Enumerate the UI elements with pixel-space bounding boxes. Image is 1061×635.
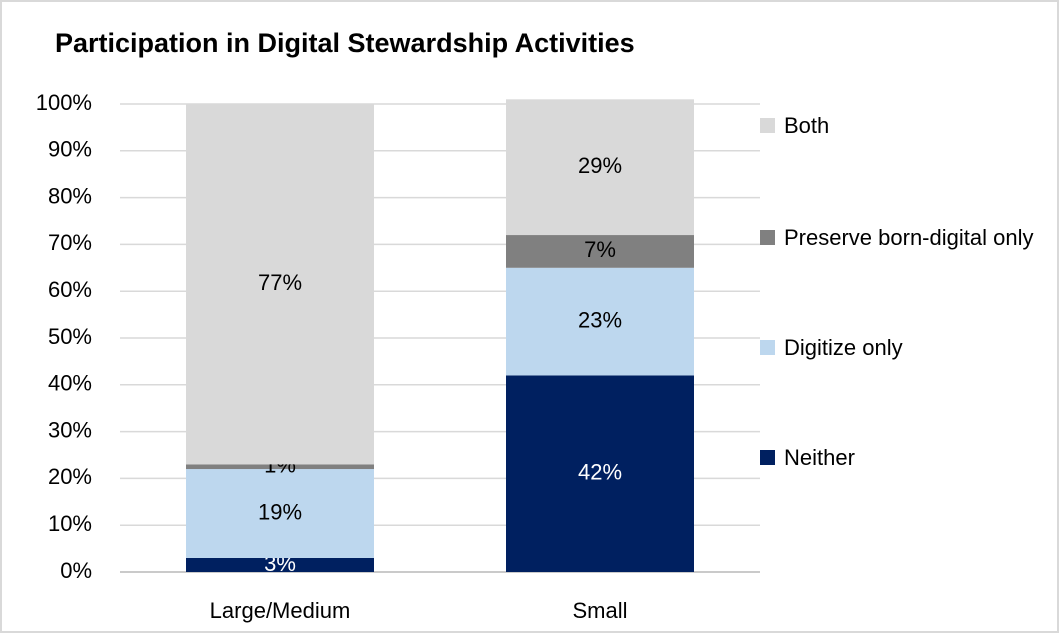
bar-segment xyxy=(506,267,694,376)
legend-swatch xyxy=(760,118,775,133)
legend-label: Digitize only xyxy=(784,335,903,360)
chart-title: Participation in Digital Stewardship Act… xyxy=(55,28,635,58)
bar-segment xyxy=(506,375,694,572)
bar-segment xyxy=(186,557,374,572)
legend-swatch xyxy=(760,230,775,245)
y-tick-label: 40% xyxy=(48,371,92,396)
y-tick-label: 80% xyxy=(48,183,92,208)
x-tick-label: Small xyxy=(572,598,627,623)
legend-item: Preserve born-digital only xyxy=(760,220,1050,255)
legend-item: Both xyxy=(760,108,1050,143)
legend-label: Preserve born-digital only xyxy=(784,225,1034,250)
bar-segment xyxy=(506,99,694,236)
bar-segment xyxy=(186,464,374,470)
y-tick-label: 60% xyxy=(48,277,92,302)
y-tick-label: 30% xyxy=(48,417,92,442)
data-label: 7% xyxy=(584,237,616,262)
y-tick-label: 10% xyxy=(48,511,92,536)
legend-label: Neither xyxy=(784,445,855,470)
legend-label: Both xyxy=(784,113,830,138)
legend-swatch xyxy=(760,340,775,355)
legend-swatch xyxy=(760,450,775,465)
y-tick-label: 0% xyxy=(60,558,92,583)
data-label: 29% xyxy=(578,153,622,178)
data-label: 42% xyxy=(578,460,622,485)
bars: 3%19%1%77%42%23%7%29% xyxy=(186,99,694,572)
y-tick-label: 90% xyxy=(48,137,92,162)
data-label: 77% xyxy=(258,270,302,295)
y-tick-label: 20% xyxy=(48,464,92,489)
y-tick-label: 50% xyxy=(48,324,92,349)
y-tick-label: 100% xyxy=(36,90,92,115)
labels: 0% 10% 20% 30% 40% 50% 60% 70% 80% 90% 100% Large/M… xyxy=(36,90,628,623)
legend-item: Neither xyxy=(760,440,1050,475)
bar-segment xyxy=(186,104,374,465)
data-label: 23% xyxy=(578,307,622,332)
legend-item: Digitize only xyxy=(760,330,1050,365)
bar-segment xyxy=(186,469,374,558)
bar-segment xyxy=(506,235,694,268)
data-label: 19% xyxy=(258,499,302,524)
x-tick-label: Large/Medium xyxy=(210,598,351,623)
y-tick-label: 70% xyxy=(48,230,92,255)
